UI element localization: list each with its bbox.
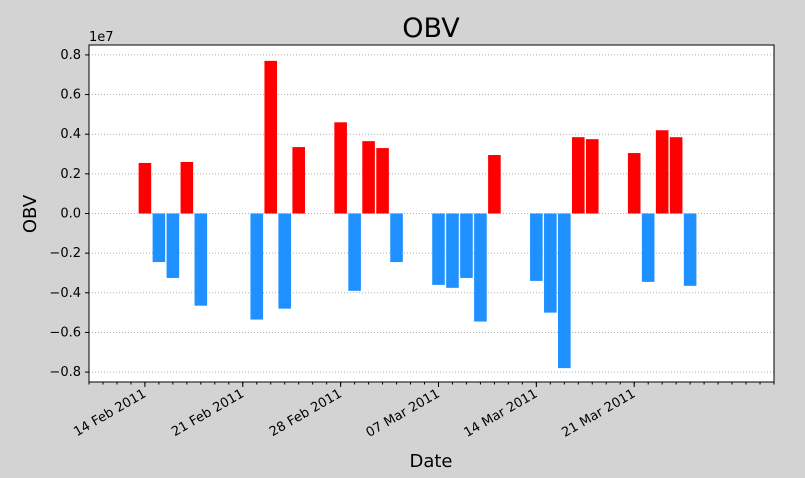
bar bbox=[432, 213, 445, 285]
bar bbox=[264, 60, 278, 214]
bars bbox=[138, 60, 697, 369]
bar bbox=[558, 213, 571, 369]
bar bbox=[446, 213, 459, 288]
bar bbox=[460, 213, 473, 278]
bar bbox=[278, 213, 292, 309]
bar bbox=[334, 122, 347, 214]
bar bbox=[683, 213, 697, 286]
y-tick-label: 0.4 bbox=[60, 127, 81, 142]
y-tick-label: −0.8 bbox=[49, 365, 81, 380]
bar bbox=[166, 213, 180, 278]
x-axis: 14 Feb 2011 21 Feb 2011 28 Feb 2011 07 Mar … bbox=[71, 382, 775, 441]
x-tick-label: 07 Mar 2011 bbox=[364, 386, 443, 440]
bar bbox=[571, 137, 585, 214]
bar bbox=[250, 213, 264, 320]
y-axis-label: OBV bbox=[20, 194, 41, 233]
bar bbox=[362, 141, 375, 214]
x-tick-label: 14 Mar 2011 bbox=[461, 386, 540, 440]
bar bbox=[488, 155, 501, 214]
bar bbox=[627, 153, 641, 214]
x-axis-label: Date bbox=[409, 451, 452, 472]
y-tick-label: 0.6 bbox=[60, 88, 81, 103]
bar bbox=[544, 213, 557, 313]
y-tick-label: 0.8 bbox=[60, 48, 81, 63]
bar bbox=[641, 213, 655, 282]
y-offset-label: 1e7 bbox=[89, 30, 114, 45]
bar bbox=[292, 147, 305, 214]
bar bbox=[376, 148, 389, 214]
bar bbox=[585, 139, 599, 214]
bar bbox=[194, 213, 208, 306]
y-tick-label: −0.4 bbox=[49, 286, 81, 301]
bar bbox=[530, 213, 543, 281]
bar bbox=[152, 213, 166, 263]
x-tick-label: 14 Feb 2011 bbox=[71, 386, 149, 439]
y-axis: 0.8 0.6 0.4 0.2 0.0 −0.2 −0.4 −0.6 −0.8 bbox=[49, 48, 89, 380]
y-tick-label: 0.0 bbox=[60, 207, 81, 222]
bar bbox=[348, 213, 361, 291]
bar bbox=[655, 130, 669, 214]
y-tick-label: 0.2 bbox=[60, 167, 81, 182]
y-tick-label: −0.2 bbox=[49, 246, 81, 261]
x-tick-label: 21 Feb 2011 bbox=[169, 386, 247, 439]
bar bbox=[180, 161, 194, 214]
chart-title: OBV bbox=[402, 13, 460, 44]
bar bbox=[390, 213, 403, 263]
y-tick-label: −0.6 bbox=[49, 325, 81, 340]
bar bbox=[138, 162, 152, 214]
bar bbox=[669, 137, 683, 214]
bar bbox=[474, 213, 487, 322]
x-tick-label: 21 Mar 2011 bbox=[559, 386, 638, 440]
x-tick-label: 28 Feb 2011 bbox=[267, 386, 345, 439]
grid bbox=[89, 54, 774, 373]
